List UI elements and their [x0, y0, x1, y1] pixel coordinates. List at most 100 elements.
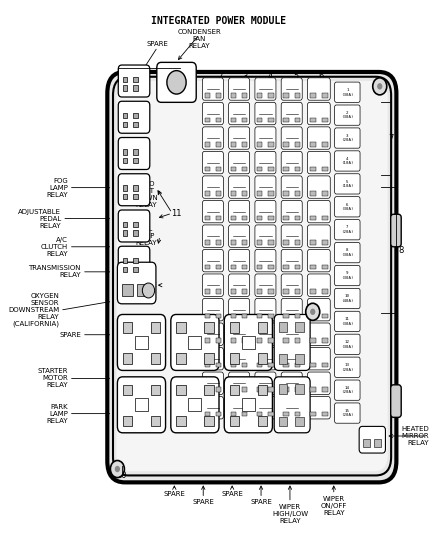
Text: 10: 10	[117, 471, 127, 480]
Bar	[322, 118, 328, 122]
Bar	[283, 387, 289, 392]
Text: SPARE: SPARE	[147, 41, 169, 47]
Bar	[310, 265, 316, 269]
FancyBboxPatch shape	[274, 377, 310, 433]
Bar	[268, 216, 274, 220]
FancyBboxPatch shape	[118, 65, 150, 97]
FancyBboxPatch shape	[118, 246, 150, 278]
Bar	[374, 439, 381, 447]
Bar	[188, 398, 201, 411]
Bar	[133, 258, 138, 263]
Text: 15
(20A): 15 (20A)	[341, 409, 353, 417]
Bar	[205, 93, 210, 98]
Circle shape	[142, 283, 155, 298]
FancyBboxPatch shape	[202, 397, 223, 419]
Bar	[133, 113, 138, 118]
Bar	[268, 412, 274, 416]
Circle shape	[167, 70, 186, 94]
Bar	[230, 416, 239, 426]
Text: 7: 7	[389, 134, 394, 143]
Bar	[123, 149, 127, 155]
FancyBboxPatch shape	[335, 174, 360, 194]
Circle shape	[306, 303, 320, 320]
Bar	[216, 216, 221, 220]
FancyBboxPatch shape	[281, 323, 302, 345]
FancyBboxPatch shape	[281, 249, 302, 272]
Bar	[216, 387, 221, 392]
Text: FUEL
PUMP
RELAY: FUEL PUMP RELAY	[136, 225, 157, 246]
FancyBboxPatch shape	[202, 323, 223, 345]
FancyBboxPatch shape	[335, 334, 360, 354]
Bar	[283, 265, 289, 269]
FancyBboxPatch shape	[202, 176, 223, 198]
FancyBboxPatch shape	[202, 298, 223, 321]
FancyBboxPatch shape	[202, 151, 223, 174]
FancyBboxPatch shape	[229, 372, 250, 394]
Bar	[242, 167, 247, 171]
Text: SPARE: SPARE	[250, 499, 272, 505]
Bar	[242, 336, 255, 349]
Bar	[283, 142, 289, 147]
Bar	[310, 314, 316, 318]
Bar	[123, 322, 132, 333]
Bar	[268, 338, 274, 343]
FancyBboxPatch shape	[229, 298, 250, 321]
Bar	[242, 240, 247, 245]
Text: 8: 8	[399, 246, 404, 255]
Text: 4
(10A): 4 (10A)	[341, 157, 353, 165]
FancyBboxPatch shape	[307, 176, 330, 198]
Bar	[279, 384, 287, 394]
Bar	[268, 93, 274, 98]
Text: 2
(30A): 2 (30A)	[341, 111, 353, 119]
Bar	[205, 314, 210, 318]
FancyBboxPatch shape	[255, 249, 276, 272]
Bar	[205, 191, 210, 196]
Bar	[258, 353, 267, 364]
FancyBboxPatch shape	[117, 81, 388, 471]
Bar	[268, 289, 274, 294]
Text: TRANSMISSION
RELAY: TRANSMISSION RELAY	[28, 265, 81, 278]
Bar	[322, 412, 328, 416]
Bar	[204, 353, 214, 364]
FancyBboxPatch shape	[391, 214, 401, 247]
Bar	[257, 387, 262, 392]
FancyBboxPatch shape	[281, 127, 302, 149]
FancyBboxPatch shape	[307, 151, 330, 174]
Bar	[268, 363, 274, 367]
FancyBboxPatch shape	[281, 298, 302, 321]
Circle shape	[373, 78, 387, 95]
Bar	[295, 363, 300, 367]
Bar	[295, 142, 300, 147]
Bar	[216, 93, 221, 98]
FancyBboxPatch shape	[307, 127, 330, 149]
Bar	[257, 289, 262, 294]
Bar	[133, 222, 138, 227]
Bar	[216, 338, 221, 343]
Bar	[257, 142, 262, 147]
Bar	[135, 336, 148, 349]
Bar	[310, 167, 316, 171]
Bar	[231, 265, 236, 269]
FancyBboxPatch shape	[281, 225, 302, 247]
Bar	[295, 93, 300, 98]
Bar	[295, 216, 300, 220]
Bar	[231, 314, 236, 318]
FancyBboxPatch shape	[255, 348, 276, 370]
FancyBboxPatch shape	[335, 380, 360, 400]
FancyBboxPatch shape	[255, 78, 276, 100]
FancyBboxPatch shape	[307, 78, 330, 100]
Bar	[242, 398, 255, 411]
FancyBboxPatch shape	[281, 102, 302, 125]
Text: 8
(30A): 8 (30A)	[341, 248, 353, 257]
FancyBboxPatch shape	[255, 298, 276, 321]
FancyBboxPatch shape	[229, 151, 250, 174]
Bar	[133, 158, 138, 163]
Bar	[310, 216, 316, 220]
FancyBboxPatch shape	[335, 288, 360, 309]
Bar	[322, 167, 328, 171]
Bar	[133, 77, 138, 82]
FancyBboxPatch shape	[229, 249, 250, 272]
FancyBboxPatch shape	[307, 298, 330, 321]
Text: ADJUSTABLE
PEDAL
RELAY: ADJUSTABLE PEDAL RELAY	[18, 208, 61, 229]
FancyBboxPatch shape	[202, 348, 223, 370]
